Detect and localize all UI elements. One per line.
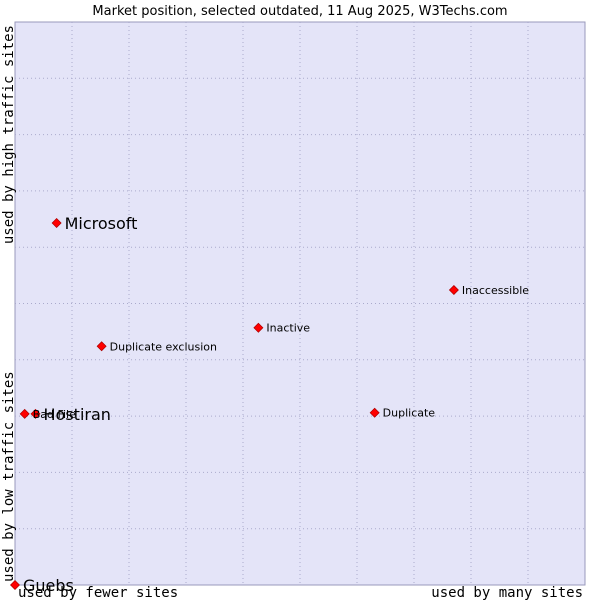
grid-lines [15,22,585,585]
point-marker-bad-file [19,408,30,419]
x-axis-label-right: used by many sites [431,585,583,600]
x-axis-label-left: used by fewer sites [18,585,178,600]
point-label-microsoft: Microsoft [65,214,138,233]
point-marker-hostiran [30,408,41,419]
point-marker-guebs [10,580,20,590]
point-label-bad-file: Bad File [33,408,76,421]
chart-title: Market position, selected outdated, 11 A… [92,4,507,19]
point-marker-inaccessible [448,284,459,295]
point-label-duplicate: Duplicate [383,407,436,420]
point-marker-duplicate [369,407,380,418]
point-label-hostiran: Hostiran [44,405,111,424]
point-label-duplicate-exclusion: Duplicate exclusion [110,340,217,353]
y-axis-label-top: used by high traffic sites [1,25,17,244]
point-marker-inactive [253,322,264,333]
point-label-inactive: Inactive [266,322,310,335]
point-marker-microsoft [51,217,62,228]
point-label-inaccessible: Inaccessible [462,284,529,297]
point-marker-duplicate-exclusion [96,341,107,352]
point-label-guebs: Guebs [23,576,74,595]
y-axis-label-bottom: used by low traffic sites [1,371,17,582]
data-points: Microsoft Hostiran Guebs Bad File Inaccessib… [10,214,529,595]
